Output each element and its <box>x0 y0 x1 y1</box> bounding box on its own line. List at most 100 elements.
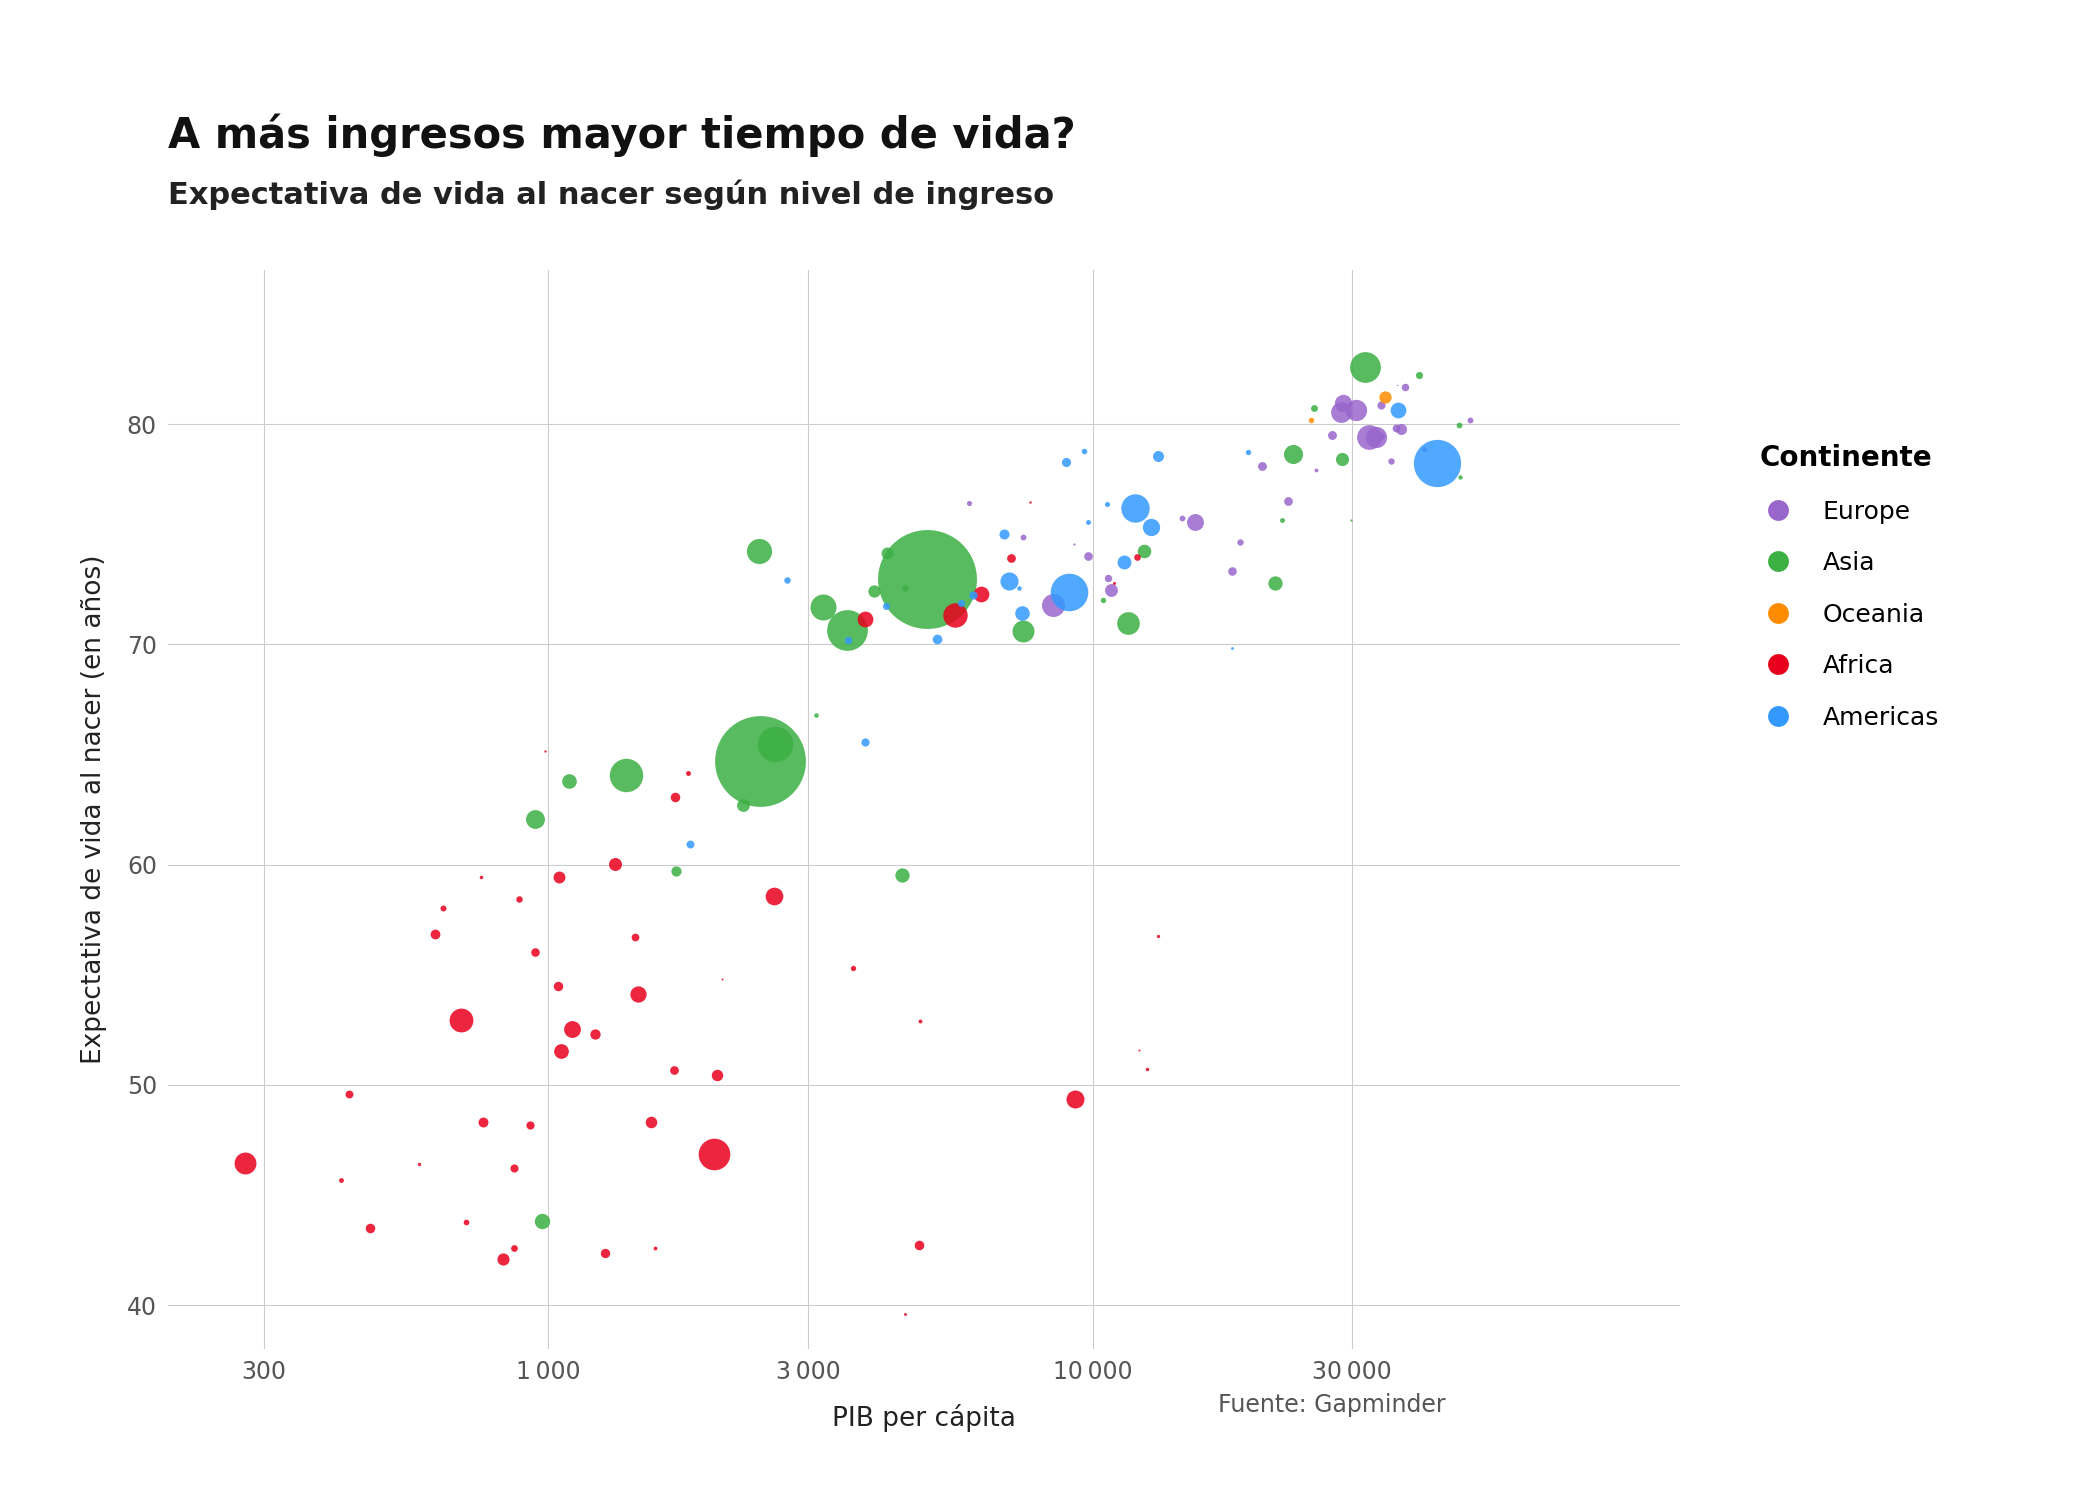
Point <box>1092 567 1126 591</box>
Point <box>1334 508 1367 532</box>
Point <box>622 982 655 1006</box>
Point <box>1121 1037 1155 1061</box>
Point <box>1130 1057 1163 1081</box>
Point <box>806 595 840 619</box>
Point <box>1035 594 1069 618</box>
Point <box>903 1009 937 1033</box>
Point <box>987 522 1021 546</box>
Point <box>1166 505 1199 529</box>
Point <box>1373 448 1407 472</box>
Point <box>598 851 632 875</box>
Point <box>1300 457 1334 481</box>
Point <box>229 1151 262 1175</box>
Point <box>743 538 777 562</box>
Point <box>403 1153 437 1177</box>
Point <box>758 732 792 755</box>
Point <box>1245 454 1279 478</box>
Point <box>638 1237 672 1261</box>
Point <box>1407 436 1441 460</box>
Point <box>1277 442 1310 466</box>
Point <box>1348 355 1382 379</box>
Point <box>1134 516 1168 540</box>
Point <box>1384 417 1418 441</box>
Point <box>1216 636 1250 660</box>
Point <box>832 628 865 652</box>
Point <box>449 1210 483 1234</box>
Point <box>848 730 882 754</box>
Point <box>1420 451 1453 475</box>
Point <box>1002 576 1035 600</box>
Point <box>945 591 979 615</box>
Point <box>1058 532 1092 556</box>
Point <box>445 1007 479 1031</box>
Point <box>1178 510 1212 534</box>
Point <box>701 1063 735 1087</box>
Point <box>1323 400 1357 424</box>
Point <box>939 603 972 627</box>
Point <box>1359 427 1392 451</box>
Point <box>1315 423 1348 447</box>
Point <box>1298 396 1331 420</box>
Point <box>848 607 882 631</box>
Point <box>617 925 651 949</box>
Point <box>727 793 760 817</box>
Point <box>1270 489 1304 513</box>
Point <box>466 1111 500 1135</box>
Point <box>659 785 693 809</box>
Point <box>552 769 586 793</box>
Point <box>1258 571 1292 595</box>
Text: Fuente: Gapminder: Fuente: Gapminder <box>1218 1393 1445 1417</box>
Point <box>1340 397 1373 421</box>
Point <box>1058 1087 1092 1111</box>
Point <box>1380 397 1413 421</box>
Point <box>758 884 792 908</box>
Point <box>830 618 863 642</box>
Text: Expectativa de vida al nacer según nivel de ingreso: Expectativa de vida al nacer según nivel… <box>168 180 1054 210</box>
Point <box>1142 925 1176 949</box>
Point <box>332 1082 365 1106</box>
Legend: Europe, Asia, Oceania, Africa, Americas: Europe, Asia, Oceania, Africa, Americas <box>1754 444 1940 730</box>
Point <box>1359 424 1392 448</box>
Y-axis label: Expectativa de vida al nacer (en años): Expectativa de vida al nacer (en años) <box>82 555 107 1064</box>
Point <box>1443 465 1476 489</box>
Point <box>1231 439 1264 463</box>
Point <box>485 1247 519 1271</box>
Point <box>1294 408 1327 432</box>
Point <box>670 761 704 785</box>
Point <box>964 582 998 606</box>
Point <box>1098 571 1132 595</box>
Point <box>956 583 989 607</box>
Point <box>836 955 869 979</box>
Point <box>588 1241 622 1265</box>
Point <box>991 568 1025 592</box>
Point <box>888 1301 922 1325</box>
Point <box>634 1109 668 1133</box>
Point <box>1006 526 1040 550</box>
X-axis label: PIB per cápita: PIB per cápita <box>832 1403 1016 1432</box>
Point <box>771 568 804 592</box>
Point <box>1266 508 1300 532</box>
Point <box>1380 373 1413 397</box>
Point <box>657 1058 691 1082</box>
Point <box>1352 426 1386 450</box>
Point <box>857 580 890 604</box>
Point <box>1071 510 1105 534</box>
Point <box>1128 538 1161 562</box>
Point <box>1224 529 1258 553</box>
Point <box>886 862 920 886</box>
Point <box>1216 559 1250 583</box>
Point <box>1140 444 1174 468</box>
Point <box>869 594 903 618</box>
Point <box>519 806 552 830</box>
Point <box>544 1039 578 1063</box>
Point <box>869 541 903 565</box>
Point <box>1443 412 1476 436</box>
Point <box>1052 580 1086 604</box>
Point <box>1071 544 1105 568</box>
Point <box>1012 490 1046 514</box>
Point <box>498 1156 531 1180</box>
Point <box>418 922 452 946</box>
Point <box>578 1022 611 1046</box>
Point <box>502 887 536 911</box>
Point <box>1086 589 1119 613</box>
